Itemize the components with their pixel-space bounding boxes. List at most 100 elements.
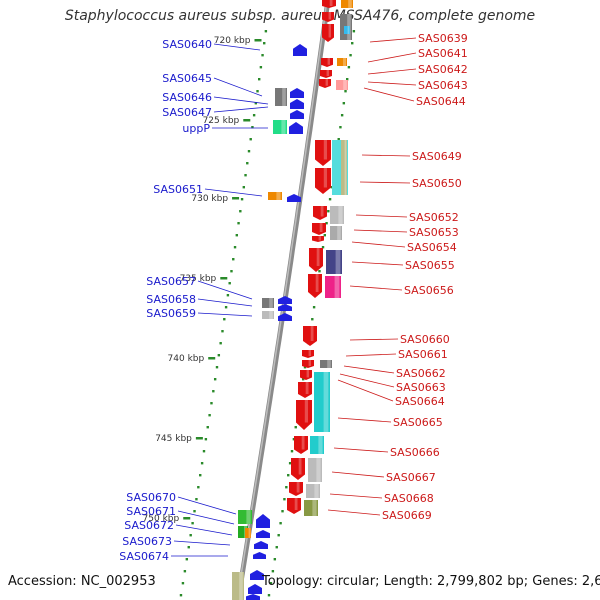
feature-shading — [323, 372, 329, 432]
scale-dot — [224, 306, 228, 309]
scale-dot — [269, 582, 273, 585]
scale-dot — [191, 522, 194, 525]
gene-label-left: SAS0651 — [153, 183, 203, 196]
gene-shading — [298, 458, 302, 475]
ruler-label: 750 kbp — [143, 514, 180, 524]
reverse-gene-arrow — [320, 70, 332, 78]
gene-label-right: SAS0642 — [418, 63, 468, 76]
scale-dot — [185, 558, 189, 561]
gene-label-right: SAS0667 — [386, 471, 436, 484]
gene-label-left: SAS0659 — [146, 307, 196, 320]
scale-dot — [352, 30, 356, 33]
scale-dot — [215, 366, 219, 369]
scale-dot — [208, 414, 211, 417]
reverse-gene-arrow — [313, 206, 327, 220]
gene-shading — [301, 436, 305, 450]
feature-shading — [343, 80, 347, 90]
leader-line — [213, 96, 269, 105]
leader-line — [337, 379, 394, 402]
scale-dot — [212, 390, 215, 393]
leader-line — [349, 285, 403, 291]
scale-dot — [325, 222, 328, 225]
scale-dot — [200, 462, 204, 465]
scale-dot — [311, 318, 314, 321]
feature-block — [310, 436, 324, 454]
gene-shading — [323, 140, 327, 160]
ruler-tick — [254, 39, 262, 42]
scale-dot — [254, 102, 258, 105]
feature-shading — [334, 276, 340, 298]
scale-dot — [206, 426, 209, 429]
feature-block — [304, 500, 318, 516]
scale-dot — [249, 138, 252, 141]
feature-block — [336, 80, 348, 90]
feature-block — [238, 526, 248, 538]
ruler-label: 740 kbp — [168, 354, 205, 364]
scale-dot — [187, 546, 190, 549]
leader-line — [367, 68, 417, 75]
gene-shading — [305, 382, 309, 394]
scale-dot — [226, 294, 230, 297]
gene-shading — [318, 236, 321, 241]
scale-dot — [267, 594, 271, 597]
feature-block — [245, 528, 251, 538]
forward-gene-arrow — [290, 110, 304, 119]
scale-dot — [328, 198, 332, 201]
feature-shading — [276, 192, 281, 200]
forward-gene-arrow — [256, 514, 270, 528]
feature-block — [232, 572, 244, 600]
scale-dot — [347, 66, 351, 69]
leader-line — [349, 338, 399, 341]
gene-shading — [306, 370, 309, 378]
forward-gene-arrow — [278, 304, 292, 311]
gene-label-left: uppP — [182, 122, 210, 135]
gene-label-right: SAS0649 — [412, 150, 462, 163]
leader-line — [359, 181, 411, 184]
forward-gene-arrow — [293, 44, 307, 56]
gene-shading — [323, 168, 327, 188]
scale-dot — [195, 498, 198, 501]
gene-label-right: SAS0666 — [390, 446, 440, 459]
gene-shading — [329, 0, 333, 6]
leader-line — [361, 154, 411, 157]
leader-line — [327, 509, 381, 516]
forward-gene-arrow — [290, 88, 304, 98]
leader-line — [333, 447, 389, 453]
genome-summary-text: Topology: circular; Length: 2,799,802 bp… — [262, 574, 600, 589]
reverse-gene-arrow — [302, 350, 314, 358]
feature-shading — [269, 311, 273, 319]
scale-dot — [217, 354, 221, 357]
ruler-tick — [208, 357, 216, 360]
leader-line — [367, 52, 417, 63]
reverse-gene-arrow — [294, 436, 308, 454]
scale-dot — [349, 54, 352, 57]
feature-block — [238, 510, 252, 524]
feature-block — [344, 26, 350, 34]
leader-line — [345, 353, 397, 357]
reverse-gene-arrow — [322, 24, 334, 42]
scale-dot — [210, 402, 213, 405]
scale-dot — [223, 318, 226, 321]
leader-line — [363, 87, 415, 102]
scale-dot — [285, 486, 288, 489]
ruler-label: 725 kbp — [203, 116, 240, 126]
feature-shading — [239, 572, 243, 600]
scale-dot — [247, 150, 251, 153]
forward-gene-arrow — [253, 552, 266, 559]
feature-shading — [348, 0, 352, 8]
scale-dot — [351, 42, 354, 45]
scale-dot — [330, 186, 334, 189]
feature-block — [341, 140, 347, 195]
scale-dot — [221, 330, 224, 333]
scale-dot — [301, 378, 305, 381]
gene-label-right: SAS0655 — [405, 259, 455, 272]
scale-dot — [259, 66, 263, 69]
leader-line — [213, 106, 269, 113]
scale-dot — [294, 426, 297, 429]
gene-label-right: SAS0663 — [396, 381, 446, 394]
scale-dot — [337, 138, 340, 141]
gene-label-right: SAS0669 — [382, 509, 432, 522]
reverse-gene-arrow — [319, 79, 331, 88]
gene-shading — [308, 350, 311, 356]
